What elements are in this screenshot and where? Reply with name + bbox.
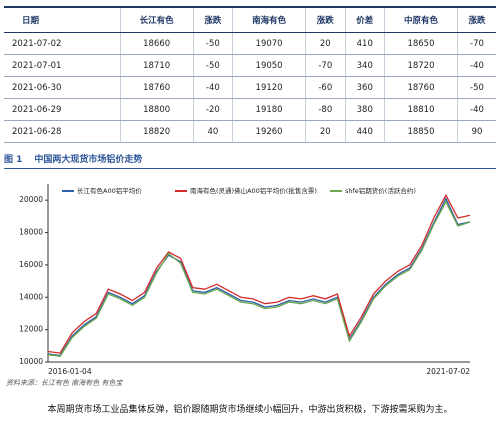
x-tick-label: 2021-07-02: [426, 367, 470, 376]
header-cell: 中原有色: [383, 6, 458, 33]
table-cell: -50: [192, 32, 233, 55]
table-cell: -60: [305, 76, 346, 99]
series-line: [47, 200, 471, 357]
table-row: 2021-07-01 18710 -50 19050 -70 340 18720 -40: [4, 54, 496, 77]
y-tick-label: 18000: [19, 228, 43, 237]
chart: 10000 12000 14000 16000 18000 20000 2016-01-04…: [6, 184, 471, 387]
table-row: 2021-06-30 18760 -40 19120 -60 360 18760 -50: [4, 76, 496, 99]
table-cell: -70: [305, 54, 346, 77]
figure-caption: 图 1 中国两大现货市场铝价走势: [4, 152, 496, 169]
table-cell: 90: [456, 120, 496, 143]
table-header: 日期 长江有色 涨跌 南海有色 涨跌 价差 中原有色 涨跌: [4, 6, 496, 33]
table-cell: 18850: [383, 120, 458, 143]
table-cell: 19260: [232, 120, 306, 143]
table-cell: -50: [192, 54, 233, 77]
series-line: [47, 193, 471, 354]
table-cell: 19050: [232, 54, 306, 77]
table-cell: 18820: [119, 120, 194, 143]
table-cell: -40: [456, 98, 496, 121]
table-cell: 19180: [232, 98, 306, 121]
table-cell: 2021-06-29: [4, 98, 121, 121]
table-cell: 2021-06-30: [4, 76, 121, 99]
table-cell: -40: [456, 54, 496, 77]
table-cell: 410: [344, 32, 385, 55]
y-tick-label: 16000: [19, 260, 43, 269]
table-cell: 440: [344, 120, 385, 143]
table-cell: -50: [456, 76, 496, 99]
table-cell: 18710: [119, 54, 194, 77]
table-cell: 18810: [383, 98, 458, 121]
header-cell: 日期: [4, 6, 121, 33]
price-table: 日期 长江有色 涨跌 南海有色 涨跌 价差 中原有色 涨跌 2021-07-02 18660 -5…: [4, 6, 496, 143]
legend-label: 南海有色(灵通)佛山A00铝平均价(批售含票): [190, 186, 317, 195]
table-cell: 19070: [232, 32, 306, 55]
table-row: 2021-07-02 18660 -50 19070 20 410 18650 -70: [4, 32, 496, 55]
header-cell: 涨跌: [305, 6, 346, 33]
legend-label: shfe铝期货价(活跃合约): [345, 186, 416, 195]
y-tick-label: 10000: [19, 357, 43, 366]
table-cell: 2021-06-28: [4, 120, 121, 143]
series-line: [47, 197, 471, 357]
table-cell: 18760: [383, 76, 458, 99]
table-cell: 18650: [383, 32, 458, 55]
table-cell: -70: [456, 32, 496, 55]
table-cell: 2021-07-02: [4, 32, 121, 55]
header-cell: 南海有色: [232, 6, 306, 33]
table-cell: -20: [192, 98, 233, 121]
figure-title: 中国两大现货市场铝价走势: [34, 155, 143, 165]
table-cell: 18720: [383, 54, 458, 77]
table-cell: 340: [344, 54, 385, 77]
table-cell: -40: [192, 76, 233, 99]
table-cell: 40: [192, 120, 233, 143]
y-tick-label: 12000: [19, 325, 43, 334]
table-cell: 18660: [119, 32, 194, 55]
table-row: 2021-06-29 18800 -20 19180 -80 380 18810 -40: [4, 98, 496, 121]
table-row: 2021-06-28 18820 40 19260 20 440 18850 90: [4, 120, 496, 143]
y-tick-label: 14000: [19, 292, 43, 301]
y-tick-label: 20000: [19, 195, 43, 204]
table-body: 2021-07-02 18660 -50 19070 20 410 18650 -70 2021…: [4, 32, 496, 143]
legend-label: 长江有色A00铝平均价: [77, 186, 142, 195]
table-cell: 18760: [119, 76, 194, 99]
note: 本周期货市场工业品集体反弹，铝价跟随期货市场继续小幅回升，中游出货积极，下游按需…: [47, 405, 453, 415]
source: 资料来源：长江有色 南海有色 有色宝: [6, 379, 123, 387]
header-cell: 价差: [344, 6, 385, 33]
header-cell: 涨跌: [192, 6, 233, 33]
table-cell: 20: [305, 120, 346, 143]
table-cell: 360: [344, 76, 385, 99]
table-cell: 2021-07-01: [4, 54, 121, 77]
figure-number: 图 1: [4, 155, 23, 165]
header-cell: 长江有色: [119, 6, 194, 33]
table-cell: 18800: [119, 98, 194, 121]
header-cell: 涨跌: [456, 6, 496, 33]
x-tick-label: 2016-01-04: [48, 367, 92, 376]
table-cell: 19120: [232, 76, 306, 99]
table-cell: 20: [305, 32, 346, 55]
table-cell: -80: [305, 98, 346, 121]
table-cell: 380: [344, 98, 385, 121]
